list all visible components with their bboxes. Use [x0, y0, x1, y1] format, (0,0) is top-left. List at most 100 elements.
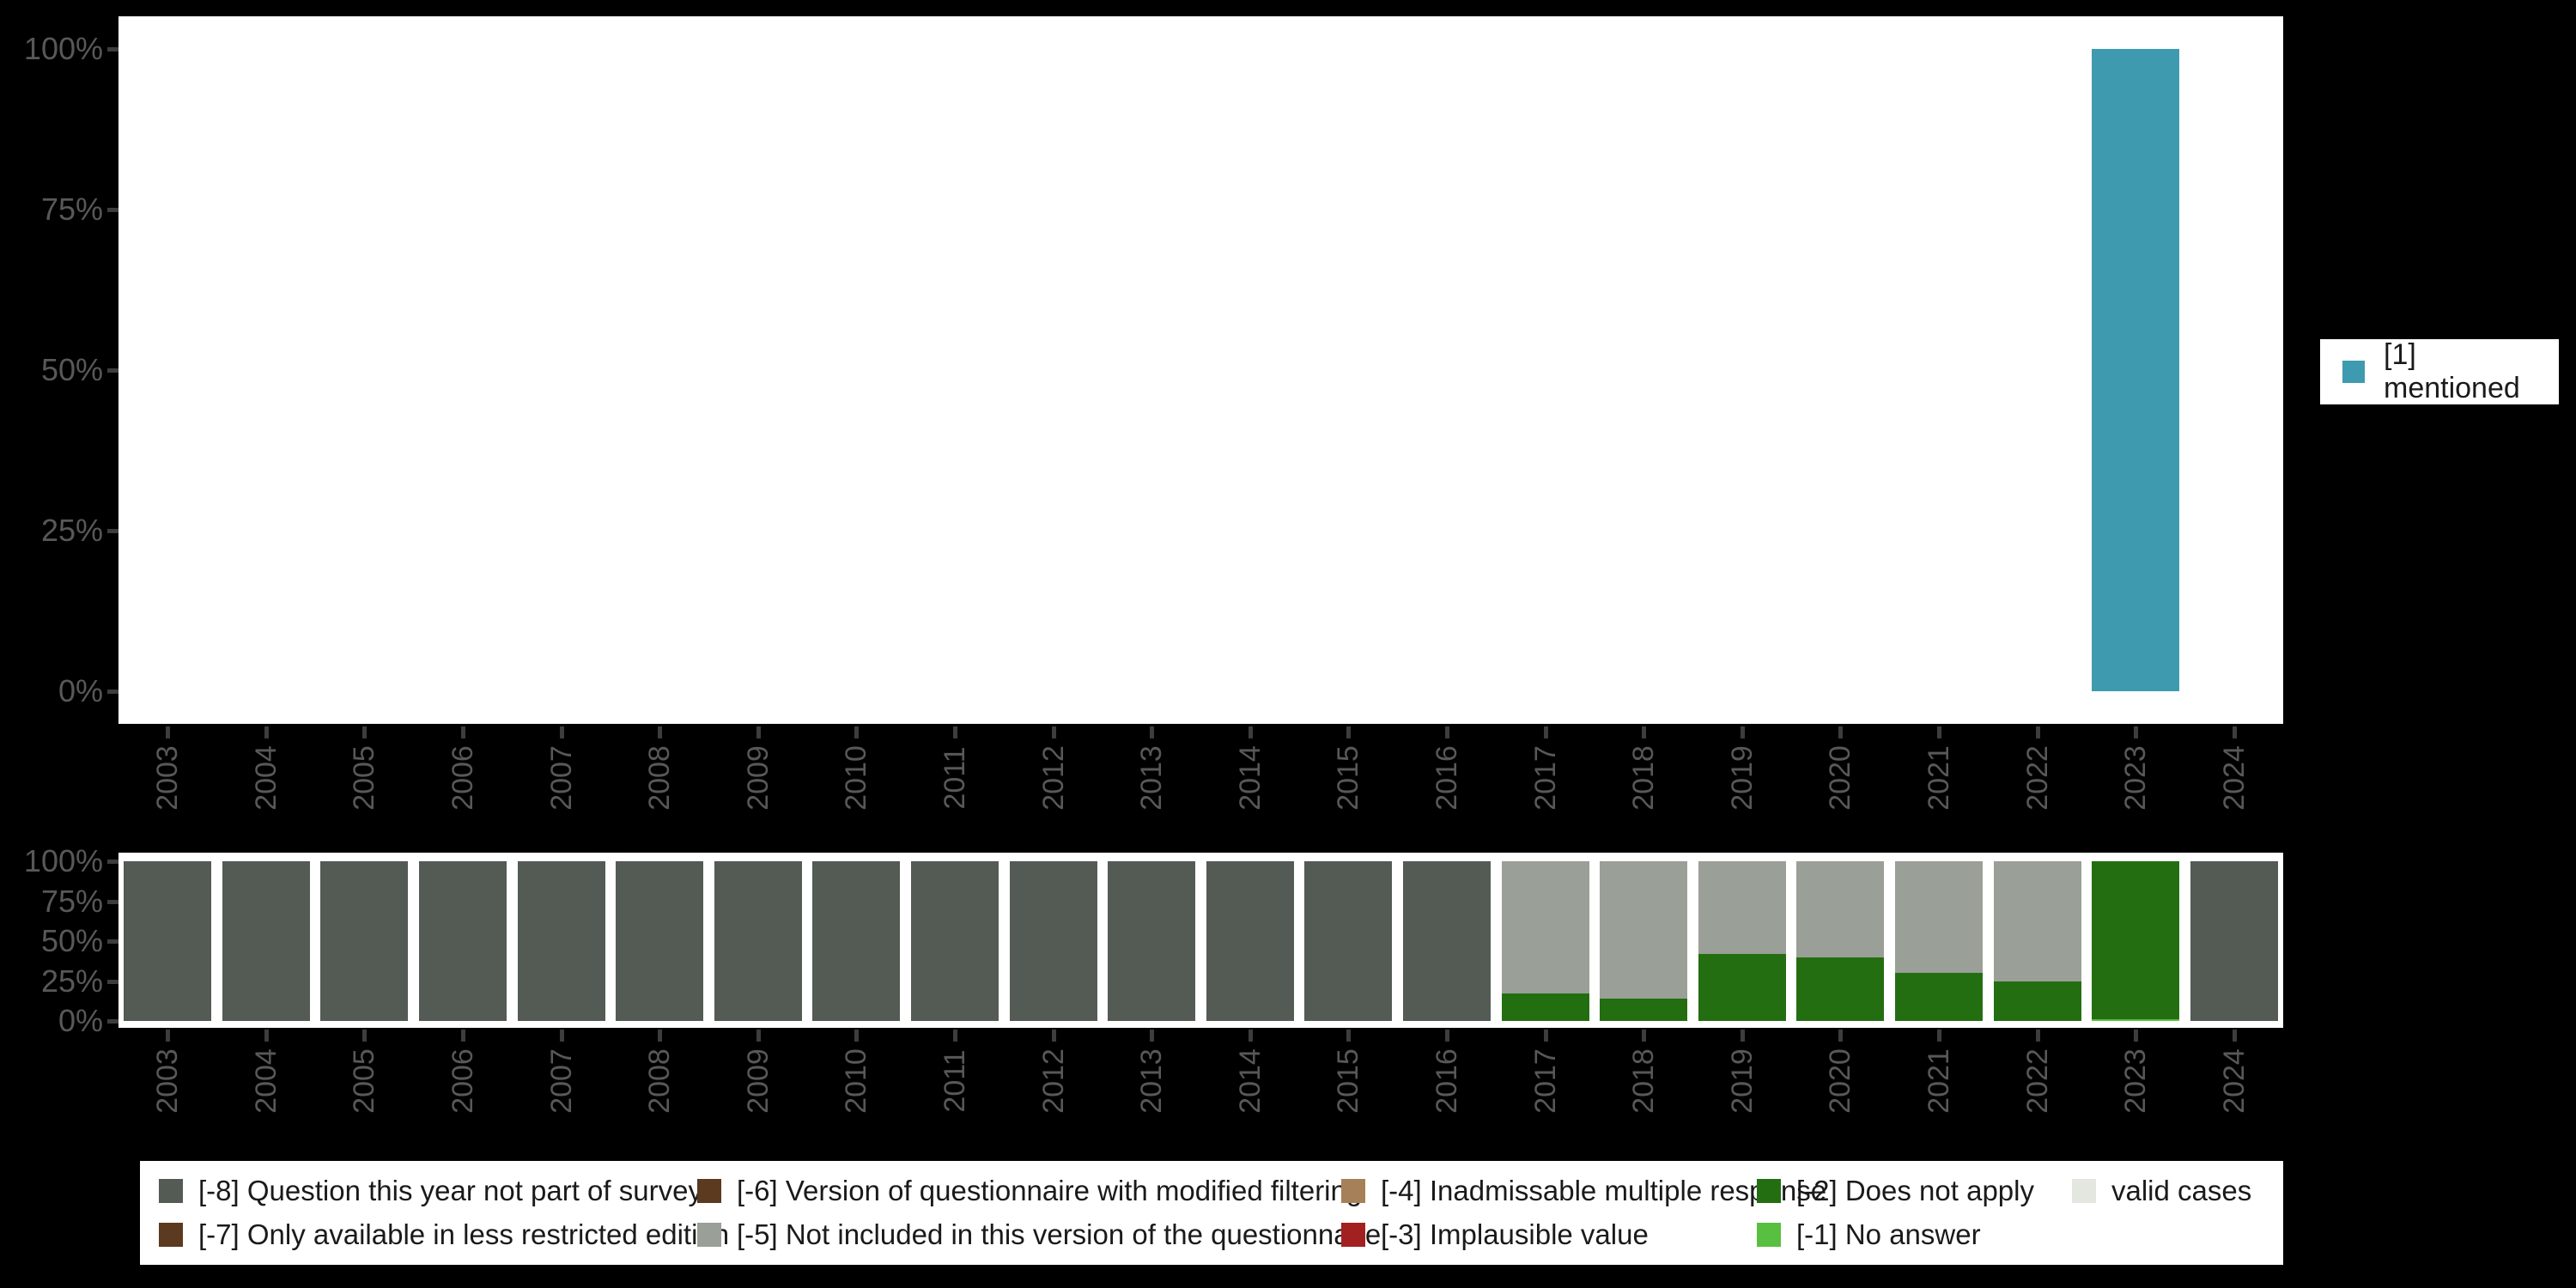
- bar-2014-segment--8: [1206, 861, 1294, 1021]
- main-x-axis-tick-2013: [1150, 726, 1155, 738]
- legend-swatch-neg8: [159, 1179, 183, 1204]
- missing-values-legend: [-8] Question this year not part of surv…: [140, 1161, 2283, 1265]
- bar-slot-2012: [1004, 861, 1103, 1021]
- legend-label: [-7] Only available in less restricted e…: [198, 1218, 730, 1250]
- main-x-axis-label-2012: 2012: [1036, 745, 1070, 811]
- bar-2008-segment--8: [616, 861, 704, 1021]
- main-x-axis-tick-2024: [2232, 726, 2237, 738]
- lower-x-axis-tick-2007: [559, 1030, 564, 1042]
- bar-2017-segment--2: [1501, 993, 1589, 1021]
- main-x-axis-label-2005: 2005: [348, 745, 381, 811]
- bar-2012-segment--8: [1009, 861, 1097, 1021]
- legend-item-neg6: [-6] Version of questionnaire with modif…: [697, 1175, 1362, 1207]
- bar-slot-2003: [118, 861, 217, 1021]
- lower-y-axis-tick: [107, 1019, 118, 1024]
- legend-label: [-1] No answer: [1796, 1218, 1981, 1250]
- lower-x-axis-tick-2016: [1444, 1030, 1449, 1042]
- lower-x-axis-tick-2013: [1150, 1030, 1155, 1042]
- main-x-axis-tick-2011: [953, 726, 958, 738]
- lower-x-axis-label-2018: 2018: [1627, 1048, 1661, 1114]
- bar-slot-2017: [1496, 861, 1595, 1021]
- bar-2011-segment--8: [911, 861, 999, 1021]
- legend-swatch-valid-cases: [2072, 1179, 2096, 1204]
- main-x-axis-tick-2014: [1248, 726, 1253, 738]
- main-x-axis-label-2006: 2006: [447, 745, 480, 811]
- legend-label: [-4] Inadmissable multiple response: [1381, 1175, 1827, 1207]
- lower-x-axis-tick-2003: [166, 1030, 171, 1042]
- legend-label: [-6] Version of questionnaire with modif…: [737, 1175, 1363, 1207]
- bar-slot-2005: [315, 861, 414, 1021]
- bar-2019-segment--2: [1698, 953, 1786, 1021]
- lower-x-axis-label-2010: 2010: [840, 1048, 873, 1114]
- lower-x-axis-label-2021: 2021: [1922, 1048, 1955, 1114]
- bar-slot-2005: [315, 49, 414, 691]
- lower-x-axis-label-2019: 2019: [1725, 1048, 1759, 1114]
- lower-x-axis-tick-2024: [2232, 1030, 2237, 1042]
- bar-2022-segment--2: [1993, 981, 2081, 1021]
- legend-swatch-neg3: [1341, 1222, 1365, 1247]
- lower-x-axis-label-2016: 2016: [1430, 1048, 1463, 1114]
- main-y-axis-tick: [107, 368, 118, 373]
- main-chart-bars: [118, 49, 2283, 691]
- main-x-axis-tick-2021: [1936, 726, 1941, 738]
- legend-label: [-5] Not included in this version of the…: [737, 1218, 1382, 1250]
- bar-slot-2023: [2087, 49, 2185, 691]
- lower-y-axis-tick: [107, 979, 118, 984]
- bar-slot-2009: [709, 49, 808, 691]
- legend-item-neg4: [-4] Inadmissable multiple response: [1341, 1175, 1826, 1207]
- bar-slot-2014: [1201, 861, 1300, 1021]
- main-x-axis-tick-2016: [1444, 726, 1449, 738]
- bar-slot-2010: [807, 861, 906, 1021]
- lower-x-axis-tick-2005: [362, 1030, 368, 1042]
- lower-x-axis-label-2004: 2004: [249, 1048, 283, 1114]
- main-x-axis-tick-2003: [166, 726, 171, 738]
- bar-slot-2019: [1693, 861, 1792, 1021]
- main-y-axis-label-25%: 25%: [40, 513, 103, 548]
- bar-2023-segment--2: [2092, 861, 2180, 1020]
- bar-slot-2007: [512, 861, 611, 1021]
- lower-x-axis-tick-2015: [1346, 1030, 1352, 1042]
- bar-2007-segment--8: [517, 861, 605, 1021]
- bar-2010-segment--8: [812, 861, 901, 1021]
- main-x-axis-label-2003: 2003: [151, 745, 185, 811]
- lower-x-axis-label-2024: 2024: [2217, 1048, 2251, 1114]
- bar-2004-segment--8: [222, 861, 310, 1021]
- main-x-axis-tick-2019: [1740, 726, 1745, 738]
- lower-x-axis-tick-2018: [1642, 1030, 1647, 1042]
- main-x-axis-label-2018: 2018: [1627, 745, 1661, 811]
- lower-x-axis-label-2020: 2020: [1824, 1048, 1857, 1114]
- main-x-axis-label-2019: 2019: [1725, 745, 1759, 811]
- legend-swatch-neg2: [1757, 1179, 1781, 1204]
- main-x-axis-tick-2007: [559, 726, 564, 738]
- bar-slot-2022: [1988, 49, 2087, 691]
- bar-2006-segment--8: [419, 861, 507, 1021]
- bar-slot-2023: [2087, 861, 2185, 1021]
- legend-item-neg5: [-5] Not included in this version of the…: [697, 1218, 1381, 1251]
- bar-slot-2019: [1693, 49, 1792, 691]
- bar-slot-2011: [906, 861, 1005, 1021]
- main-x-axis-tick-2023: [2134, 726, 2139, 738]
- bar-slot-2017: [1496, 49, 1595, 691]
- legend-swatch-neg6: [697, 1179, 721, 1204]
- main-x-axis-label-2011: 2011: [939, 746, 972, 810]
- lower-x-axis-tick-2017: [1543, 1030, 1548, 1042]
- bar-slot-2021: [1890, 49, 1989, 691]
- bar-slot-2020: [1791, 861, 1890, 1021]
- lower-y-axis-tick: [107, 860, 118, 864]
- legend-label: valid cases: [2111, 1175, 2252, 1207]
- lower-x-axis-label-2003: 2003: [151, 1048, 185, 1114]
- main-x-axis-tick-2008: [658, 726, 663, 738]
- main-chart-legend: [1] mentioned: [2320, 338, 2559, 404]
- bar-2018-segment--5: [1600, 861, 1688, 999]
- legend-item-neg8: [-8] Question this year not part of surv…: [159, 1175, 702, 1207]
- main-x-axis-tick-2015: [1346, 726, 1352, 738]
- main-y-axis-label-0%: 0%: [58, 673, 103, 708]
- legend-item-valid-cases: valid cases: [2072, 1175, 2283, 1207]
- bar-slot-2016: [1398, 49, 1497, 691]
- main-x-axis-label-2010: 2010: [840, 745, 873, 811]
- main-x-axis-tick-2006: [461, 726, 466, 738]
- lower-x-axis-label-2009: 2009: [741, 1048, 775, 1114]
- lower-x-axis-tick-2006: [461, 1030, 466, 1042]
- missing-chart-plot: [118, 853, 2283, 1028]
